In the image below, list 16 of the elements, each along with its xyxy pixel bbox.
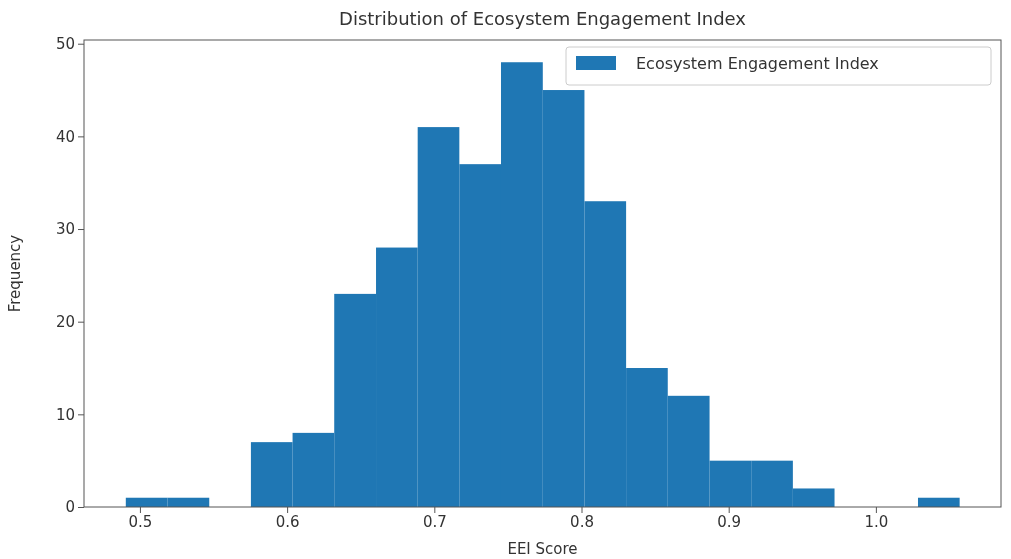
y-tick-label: 40 — [55, 127, 75, 146]
x-axis-title: EEI Score — [507, 540, 578, 558]
x-tick-label: 0.6 — [275, 512, 300, 531]
y-tick-label: 50 — [55, 35, 75, 54]
y-axis-title: Frequency — [6, 234, 24, 313]
x-tick-label: 1.0 — [864, 512, 889, 531]
y-tick-label: 30 — [55, 220, 75, 239]
x-tick-label: 0.9 — [717, 512, 742, 531]
y-tick-label: 0 — [65, 498, 75, 517]
x-tick-label: 0.7 — [422, 512, 447, 531]
y-tick-label: 20 — [55, 312, 75, 331]
chart-title: Distribution of Ecosystem Engagement Index — [339, 8, 747, 29]
x-tick-label: 0.5 — [128, 512, 153, 531]
x-tick-label: 0.8 — [570, 512, 594, 531]
legend-label: Ecosystem Engagement Index — [636, 54, 879, 73]
y-tick-label: 10 — [55, 405, 75, 424]
